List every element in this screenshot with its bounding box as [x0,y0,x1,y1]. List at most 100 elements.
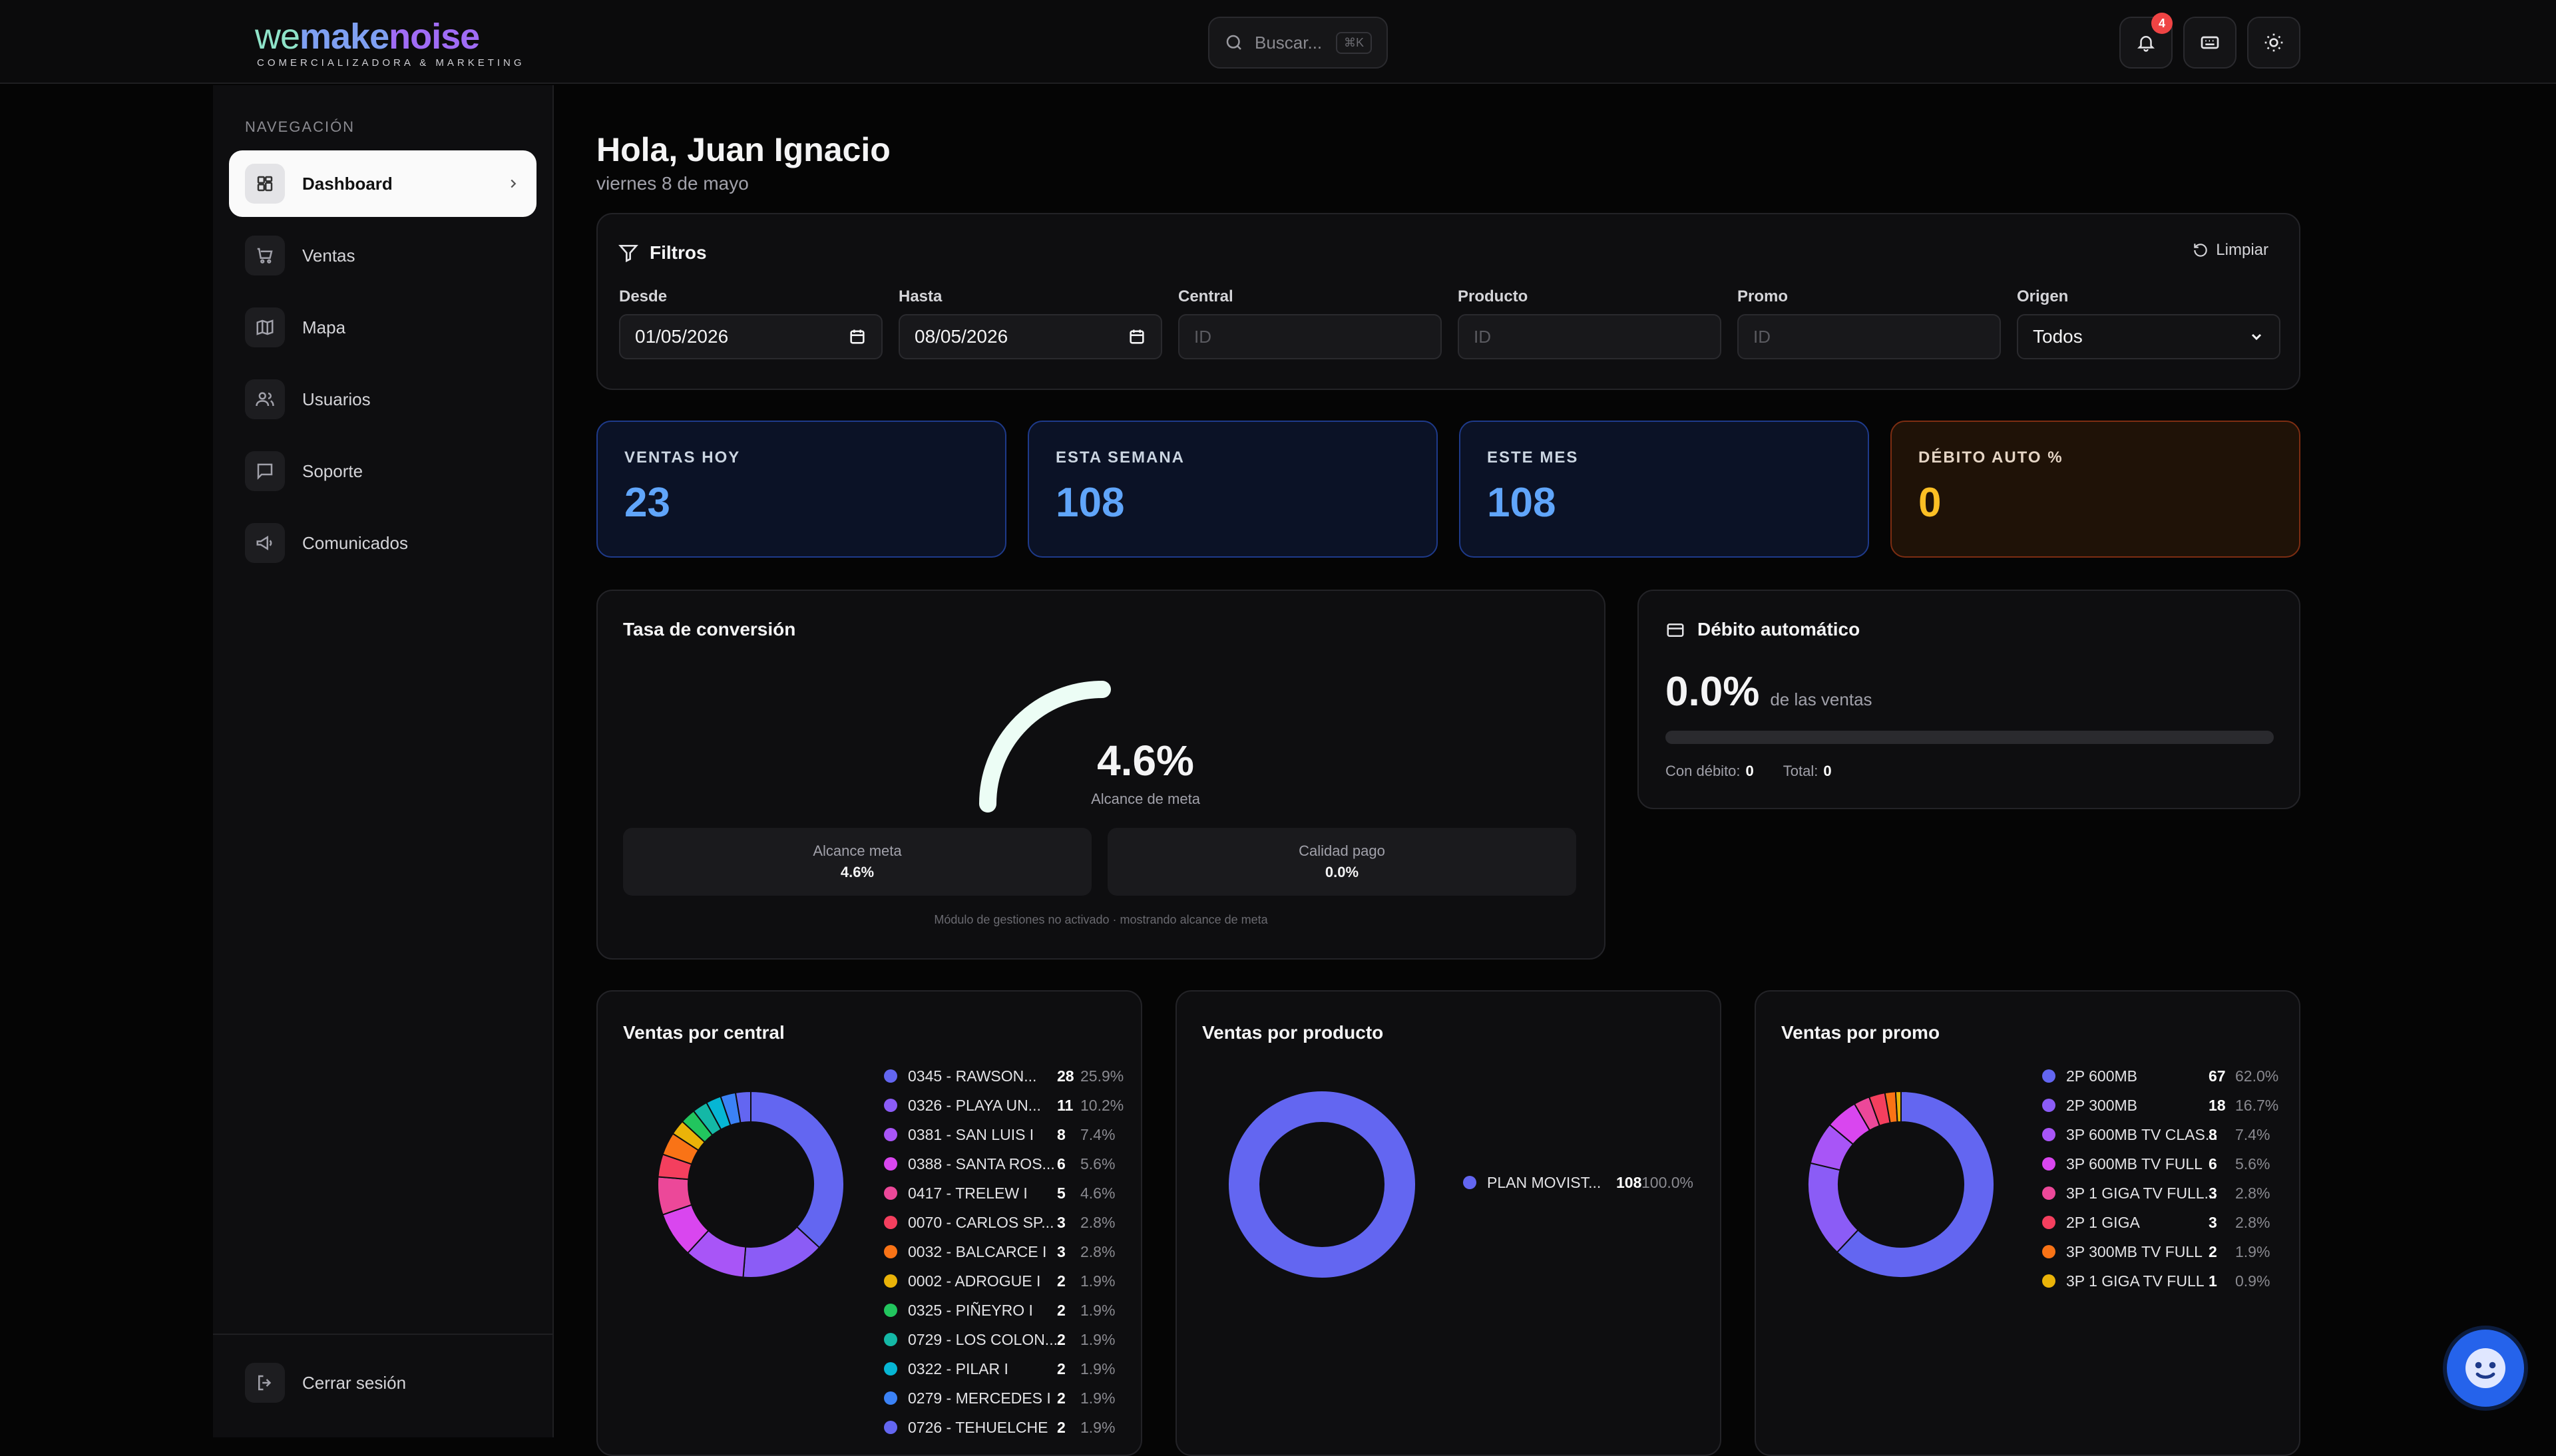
con-debito-value: 0 [1745,763,1754,779]
legend-label: PLAN MOVIST... [1487,1173,1601,1191]
legend-item: 0417 - TRELEW I 5 4.6% [884,1183,1137,1203]
filter-label-origen: Origen [2017,287,2069,305]
logout-button[interactable]: Cerrar sesión [229,1350,536,1416]
sidebar-item-usuarios[interactable]: Usuarios [229,366,536,433]
legend-swatch [884,1274,897,1288]
legend-label: 0325 - PIÑEYRO I [908,1301,1033,1319]
producto-id-input[interactable]: ID [1458,314,1721,359]
reset-icon [2194,244,2208,257]
origen-select[interactable]: Todos [2017,314,2280,359]
legend-percent: 0.9% [2235,1272,2270,1290]
greeting-title: Hola, Juan Ignacio [596,131,891,168]
legend-swatch [884,1245,897,1258]
legend-label: 0381 - SAN LUIS I [908,1125,1034,1143]
legend-swatch [2042,1186,2055,1200]
sidebar-item-soporte[interactable]: Soporte [229,438,536,504]
legend-item: 0726 - TEHUELCHE 2 1.9% [884,1417,1137,1437]
sidebar-item-label: Dashboard [302,173,393,194]
legend-percent: 2.8% [1080,1242,1116,1260]
legend-count: 11 [1057,1096,1074,1114]
legend-label: 3P 600MB TV CLAS... [2066,1125,2218,1143]
legend-swatch [884,1391,897,1405]
calendar-icon[interactable] [1128,327,1146,346]
legend-count: 2 [1057,1330,1066,1348]
pie-slice[interactable] [750,1090,845,1249]
debito-summary: 0.0% de las ventas [1665,668,1872,715]
megaphone-icon [245,523,285,563]
date-from-value: 01/05/2026 [635,326,729,347]
chevron-right-icon [511,179,517,188]
producto-pie-chart [1229,1091,1415,1278]
legend-count: 5 [1057,1184,1066,1202]
filter-label-desde: Desde [619,287,668,305]
conversion-card: Tasa de conversión 4.6% Alcance de meta … [596,590,1605,960]
legend-count: 6 [1057,1155,1066,1173]
pie-slice[interactable] [734,1090,751,1124]
promo-id-input[interactable]: ID [1737,314,2001,359]
cart-icon [245,236,285,275]
filter-label-hasta: Hasta [899,287,943,305]
chevron-down-icon [2251,333,2262,341]
sidebar-item-comunicados[interactable]: Comunicados [229,510,536,576]
legend-label: 0002 - ADROGUE I [908,1272,1041,1290]
central-placeholder: ID [1194,326,1211,347]
legend-count: 1 [2209,1272,2217,1290]
legend-label: 0345 - RAWSON... [908,1067,1037,1085]
legend-swatch [2042,1128,2055,1141]
stat-label: Calidad pago [1299,842,1385,859]
logo-part-we: we [255,17,300,57]
legend-label: 0729 - LOS COLON... [908,1330,1058,1348]
pie-slice[interactable] [1894,1090,1902,1123]
nav-heading: NAVEGACIÓN [245,118,355,135]
legend-item: 0070 - CARLOS SP... 3 2.8% [884,1212,1137,1232]
legend-percent: 5.6% [1080,1155,1116,1173]
pie-slice[interactable] [1807,1162,1859,1254]
legend-item: 3P 1 GIGA TV FULL 1 0.9% [2042,1271,2295,1291]
users-icon [245,379,285,419]
legend-label: 2P 1 GIGA [2066,1213,2140,1231]
bell-icon [2137,36,2155,52]
legend-label: 0279 - MERCEDES I [908,1389,1051,1407]
keyboard-button[interactable] [2183,17,2236,69]
calendar-icon[interactable] [848,327,867,346]
debito-card: Débito automático 0.0% de las ventas Con… [1637,590,2300,809]
sidebar-item-mapa[interactable]: Mapa [229,294,536,361]
sun-icon [2264,33,2283,52]
date-from-input[interactable]: 01/05/2026 [619,314,883,359]
sidebar-item-label: Mapa [302,317,346,337]
sidebar-item-label: Comunicados [302,532,408,553]
search-icon [1226,35,1241,50]
clear-filters-button[interactable]: Limpiar [2192,241,2268,260]
central-id-input[interactable]: ID [1178,314,1442,359]
kpi-debito-auto: DÉBITO AUTO % 0 [1890,421,2300,558]
notifications-button[interactable]: 4 [2119,13,2173,69]
kpi-value: 108 [1487,480,1556,526]
legend-count: 3 [2209,1213,2217,1231]
kpi-value: 0 [1918,480,1942,526]
legend-count: 2 [1057,1418,1066,1436]
legend-label: 3P 1 GIGA TV FULL [2066,1272,2205,1290]
date-to-input[interactable]: 08/05/2026 [899,314,1162,359]
promo-chart-title: Ventas por promo [1781,1022,1940,1043]
filters-card: Filtros Limpiar Desde 01/05/2026 Hasta 0… [596,213,2300,390]
legend-swatch [2042,1245,2055,1258]
assistant-chat-button[interactable] [2447,1330,2524,1407]
sidebar-item-dashboard[interactable]: Dashboard [229,150,536,217]
dashboard-icon [245,164,285,204]
central-chart-title: Ventas por central [623,1022,785,1043]
theme-toggle-button[interactable] [2247,17,2300,69]
sidebar-item-ventas[interactable]: Ventas [229,222,536,289]
legend-count: 28 [1057,1067,1074,1085]
stat-value: 0.0% [1325,864,1359,880]
search-button[interactable]: Buscar... ⌘K [1208,17,1388,69]
pie-slice[interactable] [1836,1090,1995,1278]
logout-icon [245,1363,285,1403]
brand-logo[interactable]: wemakenoise COMERCIALIZADORA & MARKETING [255,19,525,69]
credit-card-icon [1667,624,1684,637]
legend-percent: 100.0% [1641,1173,1694,1191]
pie-slice[interactable] [1229,1091,1415,1278]
total-value: 0 [1823,763,1832,779]
ventas-por-promo-card: Ventas por promo 2P 600MB 67 62.0% 2P 300MB… [1755,990,2300,1456]
kpi-esta-semana: ESTA SEMANA 108 [1028,421,1438,558]
sidebar: NAVEGACIÓN Dashboard Ventas Mapa Usuario… [213,85,554,1437]
